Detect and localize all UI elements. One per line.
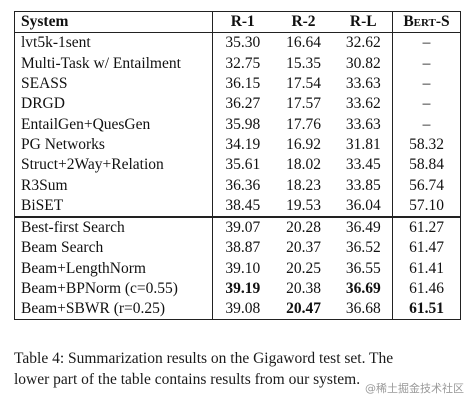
header-system: System (14, 10, 213, 34)
header-rl: R-L (334, 10, 393, 34)
score-cell: 36.55 (334, 258, 393, 279)
score-cell: 35.61 (225, 156, 261, 174)
our-system-rows: Best-first Search 39.07 20.28 36.49 61.27 Bea… (14, 215, 461, 321)
score-cell: – (392, 73, 461, 95)
score-cell: 20.37 (286, 239, 321, 257)
score-cell: 35.98 (225, 115, 261, 133)
score-cell: 36.36 (225, 176, 261, 194)
table-row: Beam+SBWR (r=0.25) 39.08 20.47 36.68 61.51 (14, 299, 461, 321)
watermark-text: @稀土掘金技术社区 (365, 380, 464, 396)
score-cell: – (392, 53, 461, 74)
score-cell: – (392, 32, 461, 54)
score-cell: 36.49 (334, 215, 393, 239)
score-cell: 33.63 (334, 114, 393, 135)
table-row: Best-first Search 39.07 20.28 36.49 61.27 (14, 215, 461, 239)
score-cell: 38.87 (225, 239, 261, 257)
score-cell: 36.15 (225, 75, 261, 93)
score-cell: 34.19 (225, 135, 261, 153)
table-row: Struct+2Way+Relation 35.61 18.02 33.45 58.84 (14, 155, 461, 176)
score-cell: 33.63 (334, 73, 393, 95)
score-cell: 17.54 (286, 75, 321, 93)
score-cell: 16.92 (286, 135, 321, 153)
system-name-cell: BiSET (14, 195, 213, 218)
table-row: R3Sum 36.36 18.23 33.85 56.74 (14, 175, 461, 196)
table-row: Multi-Task w/ Entailment 32.75 15.35 30.82– (14, 53, 461, 74)
score-cell: 39.08 (212, 299, 273, 321)
score-cell: – (392, 94, 461, 115)
score-cell: 58.32 (392, 134, 461, 156)
score-cell: 17.76 (286, 115, 321, 133)
table-row: PG Networks 34.19 16.92 31.81 58.32 (14, 134, 461, 156)
system-name-cell: Best-first Search (14, 215, 213, 239)
table-caption: Table 4: Summarization results on the Gi… (14, 348, 466, 390)
caption-line-2: lower part of the table contains results… (14, 371, 361, 388)
system-name-cell: Beam+BPNorm (c=0.55) (14, 278, 213, 300)
score-cell: 57.10 (392, 195, 461, 218)
score-cell: 31.81 (334, 134, 393, 156)
score-cell: 36.69 (334, 278, 393, 300)
table-row: DRGD 36.27 17.57 33.62– (14, 94, 461, 115)
system-name-cell: Multi-Task w/ Entailment (14, 53, 213, 74)
table-row: BiSET 38.45 19.53 36.04 57.10 (14, 195, 461, 218)
score-cell: 35.30 (225, 34, 261, 52)
score-cell: 33.45 (334, 155, 393, 176)
table-row: EntailGen+QuesGen 35.98 17.76 33.63– (14, 114, 461, 135)
header-row: System R-1 R-2 R-L Bert-S (14, 10, 461, 34)
table-row: Beam+LengthNorm 39.10 20.25 36.55 61.41 (14, 258, 461, 279)
score-cell: 30.82 (334, 53, 393, 74)
score-cell: 15.35 (286, 54, 321, 72)
score-cell: 32.75 (225, 54, 261, 72)
table-row: lvt5k-1sent 35.30 16.64 32.62– (14, 32, 461, 54)
system-name-cell: DRGD (14, 94, 213, 115)
score-cell: 58.84 (392, 155, 461, 176)
score-cell: 19.53 (272, 195, 335, 218)
score-cell: 61.51 (392, 299, 461, 321)
system-name-cell: lvt5k-1sent (14, 32, 213, 54)
score-cell: 20.25 (286, 259, 321, 277)
table-row: Beam+BPNorm (c=0.55) 39.19 20.38 36.69 61.46 (14, 278, 461, 300)
score-cell: 33.85 (334, 175, 393, 196)
score-cell: 39.19 (225, 280, 261, 297)
results-table-container: System R-1 R-2 R-L Bert-S lvt5k-1sent 35.… (14, 10, 461, 321)
score-cell: 17.57 (286, 95, 321, 113)
table-row: Beam Search 38.87 20.37 36.52 61.47 (14, 238, 461, 259)
system-name-cell: SEASS (14, 73, 213, 95)
header-bert-s: Bert-S (392, 10, 461, 34)
score-cell: 18.02 (286, 156, 321, 174)
score-cell: 56.74 (392, 175, 461, 196)
score-cell: 61.27 (392, 215, 461, 239)
score-cell: 33.62 (334, 94, 393, 115)
score-cell: 39.10 (225, 259, 261, 277)
system-name-cell: Beam+LengthNorm (14, 258, 213, 279)
score-cell: 36.04 (334, 195, 393, 218)
system-name-cell: Beam+SBWR (r=0.25) (14, 299, 213, 321)
score-cell: 36.68 (334, 299, 393, 321)
system-name-cell: Struct+2Way+Relation (14, 155, 213, 176)
baseline-rows: lvt5k-1sent 35.30 16.64 32.62– Multi-Task w/… (14, 32, 461, 218)
score-cell: 16.64 (286, 34, 321, 52)
results-table: System R-1 R-2 R-L Bert-S lvt5k-1sent 35.… (14, 10, 461, 321)
score-cell: 39.07 (212, 215, 273, 239)
table-row: SEASS 36.15 17.54 33.63– (14, 73, 461, 95)
header-r2: R-2 (272, 10, 335, 34)
score-cell: 36.27 (225, 95, 261, 113)
score-cell: 32.62 (334, 32, 393, 54)
system-name-cell: EntailGen+QuesGen (14, 114, 213, 135)
score-cell: – (392, 114, 461, 135)
header-r1: R-1 (212, 10, 273, 34)
score-cell: 20.47 (272, 299, 335, 321)
system-name-cell: PG Networks (14, 134, 213, 156)
score-cell: 38.45 (212, 195, 273, 218)
score-cell: 61.47 (392, 238, 461, 259)
score-cell: 61.41 (392, 258, 461, 279)
score-cell: 36.52 (334, 238, 393, 259)
caption-line-1: Table 4: Summarization results on the Gi… (14, 350, 394, 367)
system-name-cell: Beam Search (14, 238, 213, 259)
score-cell: 18.23 (286, 176, 321, 194)
score-cell: 20.28 (272, 215, 335, 239)
system-name-cell: R3Sum (14, 175, 213, 196)
score-cell: 20.38 (286, 280, 321, 297)
score-cell: 61.46 (392, 278, 461, 300)
